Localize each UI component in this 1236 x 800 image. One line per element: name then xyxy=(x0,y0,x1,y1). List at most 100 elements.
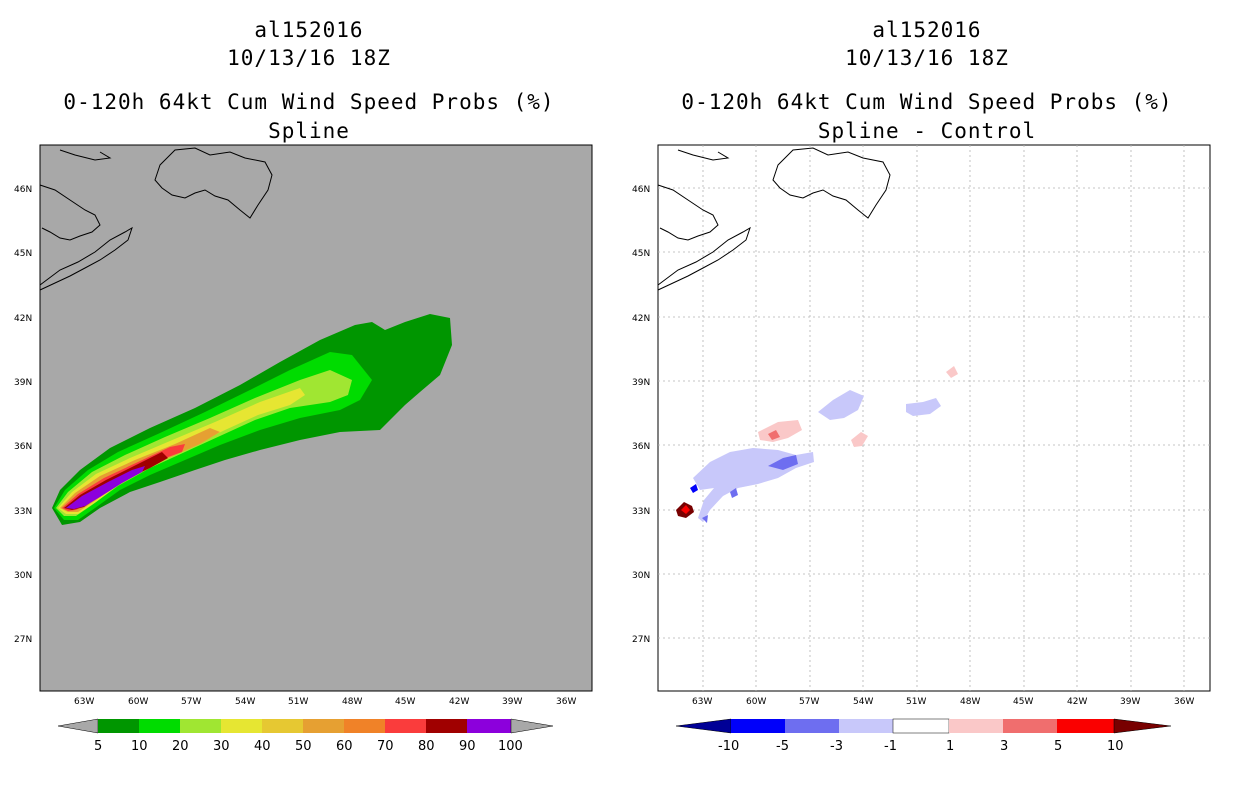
cb-label-70: 70 xyxy=(377,739,394,754)
right-coastline xyxy=(657,147,891,291)
r-lat-label-33: 33N xyxy=(632,507,650,517)
lon-label-63: 63W xyxy=(74,697,94,707)
r-lon-label-36: 36W xyxy=(1174,697,1194,707)
right-colorbar-left-arrow xyxy=(675,718,732,734)
lat-label-36: 36N xyxy=(14,442,32,452)
cb-label-5: 5 xyxy=(94,739,102,754)
cb-label-90: 90 xyxy=(459,739,476,754)
r-lon-label-63: 63W xyxy=(692,697,712,707)
cb-label-50: 50 xyxy=(295,739,312,754)
rcb-swatch-1 xyxy=(785,719,839,733)
cb-swatch-9 xyxy=(467,719,511,733)
left-lat-ticks: 46N 45N 42N 39N 36N 33N 30N 27N xyxy=(14,185,32,645)
cb-label-30: 30 xyxy=(213,739,230,754)
r-lon-label-51: 51W xyxy=(906,697,926,707)
rcb-label-10: 10 xyxy=(1107,739,1124,754)
cb-swatch-1 xyxy=(139,719,180,733)
lat-label-45: 45N xyxy=(14,249,32,259)
left-colorbar: 5 10 20 30 40 50 60 70 80 90 100 xyxy=(57,718,554,754)
diff-neg-light-2 xyxy=(818,390,864,420)
r-lon-label-48: 48W xyxy=(960,697,980,707)
r-lat-label-27: 27N xyxy=(632,635,650,645)
right-nova-scotia-coast xyxy=(657,226,751,291)
diff-neg-strong-1 xyxy=(690,484,698,493)
rcb-label-3: 3 xyxy=(1000,739,1008,754)
rcb-label-m3: -3 xyxy=(830,739,843,754)
cb-label-100: 100 xyxy=(498,739,523,754)
cb-swatch-5 xyxy=(303,719,344,733)
left-newfoundland-coast xyxy=(154,147,273,219)
right-lon-ticks: 63W 60W 57W 54W 51W 48W 45W 42W 39W 36W xyxy=(692,697,1194,707)
diff-pos-light-1 xyxy=(758,420,802,442)
cb-swatch-4 xyxy=(262,719,303,733)
right-colorbar-right-arrow xyxy=(1113,718,1172,734)
lon-label-42: 42W xyxy=(449,697,469,707)
diff-neg-mid-1 xyxy=(768,455,798,470)
rcb-swatch-0 xyxy=(731,719,785,733)
right-newfoundland-coast xyxy=(772,147,891,219)
right-panel: al152016 10/13/16 18Z 0-120h 64kt Cum Wi… xyxy=(618,0,1236,800)
lat-label-46: 46N xyxy=(14,185,32,195)
r-lat-label-39: 39N xyxy=(632,378,650,388)
rcb-swatch-6 xyxy=(1057,719,1114,733)
diff-neg-light-3 xyxy=(906,398,941,416)
r-lon-label-60: 60W xyxy=(746,697,766,707)
r-lon-label-57: 57W xyxy=(799,697,819,707)
cb-swatch-8 xyxy=(426,719,467,733)
right-datetime: 10/13/16 18Z xyxy=(845,46,1009,70)
right-diff-field xyxy=(676,366,958,523)
diff-neg-mid-2 xyxy=(730,488,738,498)
cb-swatch-2 xyxy=(180,719,221,733)
lon-label-51: 51W xyxy=(288,697,308,707)
rcb-label-5: 5 xyxy=(1054,739,1062,754)
right-gulf-coast xyxy=(657,184,719,241)
diff-pos-light-2 xyxy=(851,432,868,447)
right-subtitle: Spline - Control xyxy=(817,119,1037,143)
cb-swatch-0 xyxy=(98,719,139,733)
rcb-swatch-5 xyxy=(1003,719,1057,733)
lon-label-45: 45W xyxy=(395,697,415,707)
lon-label-39: 39W xyxy=(502,697,522,707)
cb-label-80: 80 xyxy=(418,739,435,754)
rcb-label-m5: -5 xyxy=(776,739,789,754)
left-colorbar-left-arrow xyxy=(57,718,99,734)
rcb-swatch-4 xyxy=(949,719,1003,733)
right-gridlines xyxy=(658,145,1210,691)
diff-pos-light-3 xyxy=(946,366,958,378)
left-lon-ticks: 63W 60W 57W 54W 51W 48W 45W 42W 39W 36W xyxy=(74,697,576,707)
right-product-title: 0-120h 64kt Cum Wind Speed Probs (%) xyxy=(681,90,1173,114)
lat-label-33: 33N xyxy=(14,507,32,517)
right-colorbar: -10 -5 -3 -1 1 3 5 10 xyxy=(675,718,1172,754)
r-lon-label-42: 42W xyxy=(1067,697,1087,707)
cb-swatch-7 xyxy=(385,719,426,733)
lat-label-30: 30N xyxy=(14,571,32,581)
left-prob-swath xyxy=(52,314,452,525)
lon-label-36: 36W xyxy=(556,697,576,707)
right-map: 46N 45N 42N 39N 36N 33N 30N 27N 63W 60W … xyxy=(632,144,1211,754)
diff-pos-strong-1 xyxy=(681,505,690,514)
right-labrador-coast xyxy=(677,149,730,161)
lon-label-57: 57W xyxy=(181,697,201,707)
right-lat-ticks: 46N 45N 42N 39N 36N 33N 30N 27N xyxy=(632,185,650,645)
right-map-frame xyxy=(657,144,1211,692)
lon-label-48: 48W xyxy=(342,697,362,707)
left-panel: al152016 10/13/16 18Z 0-120h 64kt Cum Wi… xyxy=(14,18,593,754)
rcb-label-m10: -10 xyxy=(718,739,739,754)
r-lon-label-45: 45W xyxy=(1013,697,1033,707)
swath-100 xyxy=(66,466,145,509)
cb-label-40: 40 xyxy=(254,739,271,754)
cb-label-20: 20 xyxy=(172,739,189,754)
r-lat-label-30: 30N xyxy=(632,571,650,581)
r-lon-label-39: 39W xyxy=(1120,697,1140,707)
cb-label-10: 10 xyxy=(131,739,148,754)
left-labrador-coast xyxy=(59,149,112,161)
r-lat-label-36: 36N xyxy=(632,442,650,452)
left-map: 46N 45N 42N 39N 36N 33N 30N 27N 63W 60W … xyxy=(14,144,593,754)
left-coastline xyxy=(39,147,273,291)
left-product-title: 0-120h 64kt Cum Wind Speed Probs (%) xyxy=(63,90,555,114)
left-subtitle: Spline xyxy=(268,119,350,143)
left-nova-scotia-coast xyxy=(39,226,133,291)
rcb-label-m1: -1 xyxy=(884,739,897,754)
right-storm-id: al152016 xyxy=(872,18,982,42)
rcb-label-1: 1 xyxy=(946,739,954,754)
